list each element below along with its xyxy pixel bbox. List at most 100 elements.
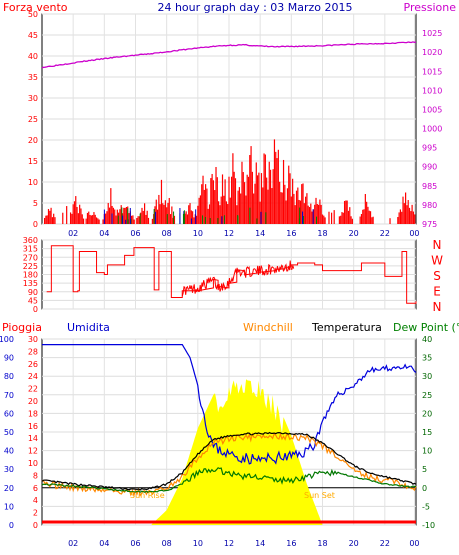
direction-compass-label: S [433, 269, 441, 283]
humidity-y-tick: 30 [4, 465, 14, 474]
legend-temperatura: Temperatura [311, 321, 382, 334]
temp-y-tick: 25 [422, 391, 432, 400]
wind-x-tick: 02 [68, 229, 78, 238]
direction-y-tick: 315 [23, 245, 38, 254]
direction-compass-label: W [431, 254, 443, 268]
direction-y-tick: 360 [23, 236, 38, 245]
temp-y-tick: -5 [422, 502, 430, 511]
direction-y-tick: 45 [28, 296, 38, 305]
pressure-y-tick: 1015 [422, 67, 442, 76]
temp-x-tick: 06 [130, 539, 140, 548]
humidity-y-tick: 50 [4, 428, 14, 437]
temp-x-tick: 04 [99, 539, 109, 548]
pressure-y-tick: 995 [422, 144, 437, 153]
temp-y-tick: 5 [422, 465, 427, 474]
pressure-y-tick: 1000 [422, 125, 442, 134]
sun-area [151, 379, 323, 525]
temp-x-tick: 22 [380, 539, 390, 548]
temp-y-tick: 0 [422, 484, 427, 493]
legend-windchill: Windchill [243, 321, 293, 334]
direction-y-tick: 270 [23, 253, 38, 262]
temp-x-tick: 00 [409, 539, 419, 548]
humidity-y-tick: 0 [9, 521, 14, 530]
rain-y-tick: 20 [28, 397, 38, 406]
temperature-line [41, 431, 417, 491]
pressure-y-tick: 1010 [422, 86, 442, 95]
wind-x-tick: 16 [286, 229, 296, 238]
temp-x-tick: 08 [162, 539, 172, 548]
temp-x-tick: 18 [317, 539, 327, 548]
humidity-line [42, 344, 417, 465]
rain-y-tick: 16 [28, 422, 38, 431]
sun-area-shape [151, 379, 323, 525]
wind-x-tick: 04 [99, 229, 109, 238]
direction-y-tick: 135 [23, 279, 38, 288]
temp-x-tick: 10 [193, 539, 203, 548]
wind-y-tick: 35 [28, 73, 38, 82]
direction-compass-label: N [433, 238, 442, 252]
rain-y-tick: 8 [33, 471, 38, 480]
wind-x-tick: 14 [255, 229, 265, 238]
chart-title: 24 hour graph day : 03 Marzo 2015 [157, 1, 352, 14]
header-right-label: Pressione [404, 1, 457, 14]
temp-x-tick: 02 [68, 539, 78, 548]
direction-line [46, 245, 417, 304]
wind-x-tick: 08 [162, 229, 172, 238]
pressure-y-tick: 1025 [422, 29, 442, 38]
wind-y-tick: 30 [28, 94, 38, 103]
wind-y-tick: 0 [33, 220, 38, 229]
pressure-y-tick: 975 [422, 220, 437, 229]
rain-y-tick: 6 [33, 484, 38, 493]
temp-y-tick: 10 [422, 447, 432, 456]
legend-dewpoint: Dew Point (°C [393, 321, 459, 334]
legend-umidita: Umidita [67, 321, 110, 334]
wind-x-tick: 10 [193, 229, 203, 238]
wind-x-tick: 18 [317, 229, 327, 238]
humidity-y-tick: 20 [4, 484, 14, 493]
wind-y-tick: 25 [28, 115, 38, 124]
pressure-y-tick: 990 [422, 163, 437, 172]
pressure-y-tick: 1005 [422, 105, 442, 114]
header-left-label: Forza vento [3, 1, 68, 14]
humidity-y-tick: 70 [4, 391, 14, 400]
wind-y-tick: 10 [28, 178, 38, 187]
wind-x-tick: 00 [409, 229, 419, 238]
rain-y-tick: 24 [28, 372, 38, 381]
rain-y-tick: 30 [28, 335, 38, 344]
direction-jitter-line [181, 260, 295, 297]
wind-x-tick: 06 [130, 229, 140, 238]
series-layer [41, 41, 417, 524]
legend-pioggia: Pioggia [2, 321, 42, 334]
temp-x-tick: 12 [224, 539, 234, 548]
rain-y-tick: 28 [28, 347, 38, 356]
axes-layer: 0510152025303540455097598098599099510001… [0, 10, 443, 548]
temp-y-tick: 30 [422, 372, 432, 381]
humidity-y-tick: 100 [0, 335, 14, 344]
rain-y-tick: 12 [28, 447, 38, 456]
wind-x-tick: 22 [380, 229, 390, 238]
rain-y-tick: 18 [28, 409, 38, 418]
pressure-y-tick: 985 [422, 182, 437, 191]
rain-y-tick: 4 [33, 496, 38, 505]
direction-y-tick: 90 [28, 288, 38, 297]
rain-y-tick: 0 [33, 521, 38, 530]
pressure-y-tick: 1020 [422, 48, 442, 57]
humidity-y-tick: 10 [4, 502, 14, 511]
temp-x-tick: 16 [286, 539, 296, 548]
sunrise-label: Sun Rise [130, 491, 165, 500]
wind-y-tick: 40 [28, 52, 38, 61]
temp-y-tick: -10 [422, 521, 435, 530]
temp-x-tick: 20 [349, 539, 359, 548]
pressure-line [41, 41, 417, 69]
temp-y-tick: 40 [422, 335, 432, 344]
wind-y-tick: 50 [28, 10, 38, 19]
rain-y-tick: 2 [33, 509, 38, 518]
humidity-y-tick: 90 [4, 354, 14, 363]
windchill-line [41, 432, 417, 498]
wind-y-tick: 45 [28, 31, 38, 40]
wind-y-tick: 20 [28, 136, 38, 145]
sunset-label: Sun Set [304, 491, 335, 500]
temp-y-tick: 15 [422, 428, 432, 437]
direction-compass-label: N [433, 300, 442, 314]
